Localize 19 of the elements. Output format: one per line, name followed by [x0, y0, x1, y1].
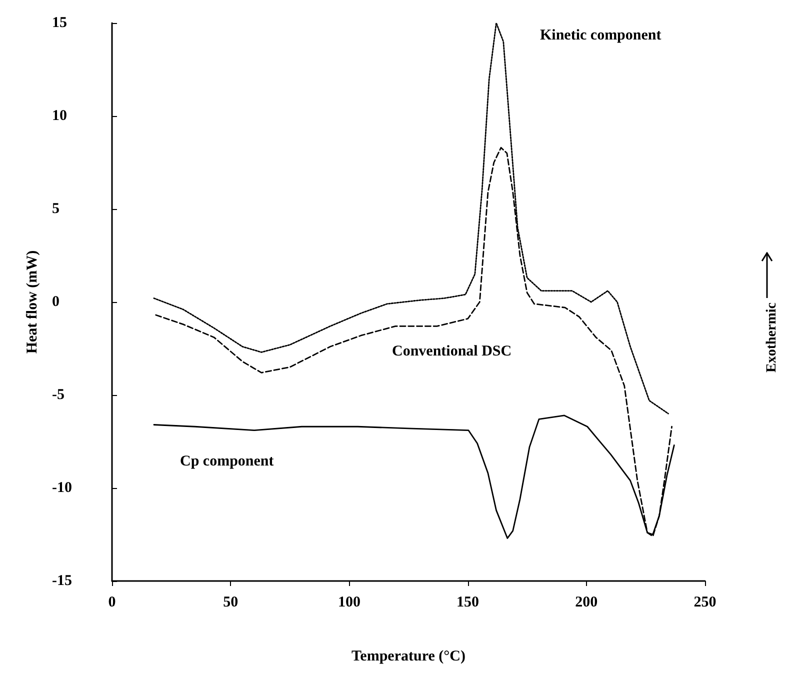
x-tick-label: 0 [108, 594, 116, 610]
y-tick-label: 15 [52, 15, 67, 31]
x-tick-label: 100 [338, 594, 360, 610]
y-tick-label: -15 [52, 573, 72, 589]
series-label: Cp component [180, 454, 274, 470]
y-tick-label: -10 [52, 480, 72, 496]
y-tick-label: 5 [52, 201, 60, 217]
text: Kinetic component [540, 28, 662, 44]
y-axis-title: Heat flow (mW) [24, 250, 40, 354]
x-tick-label: 250 [694, 594, 716, 610]
x-tick-label: 50 [223, 594, 238, 610]
x-axis-title: Temperature (°C) [352, 648, 466, 664]
y2-axis-title: Exothermic [764, 302, 780, 372]
series-label: Conventional DSC [392, 344, 512, 360]
x-tick-label: 150 [456, 594, 480, 610]
y-tick-label: -5 [52, 387, 64, 403]
x-tick-label: 200 [575, 594, 598, 610]
y-tick-label: 10 [52, 108, 67, 124]
y-tick-label: 0 [52, 294, 60, 310]
